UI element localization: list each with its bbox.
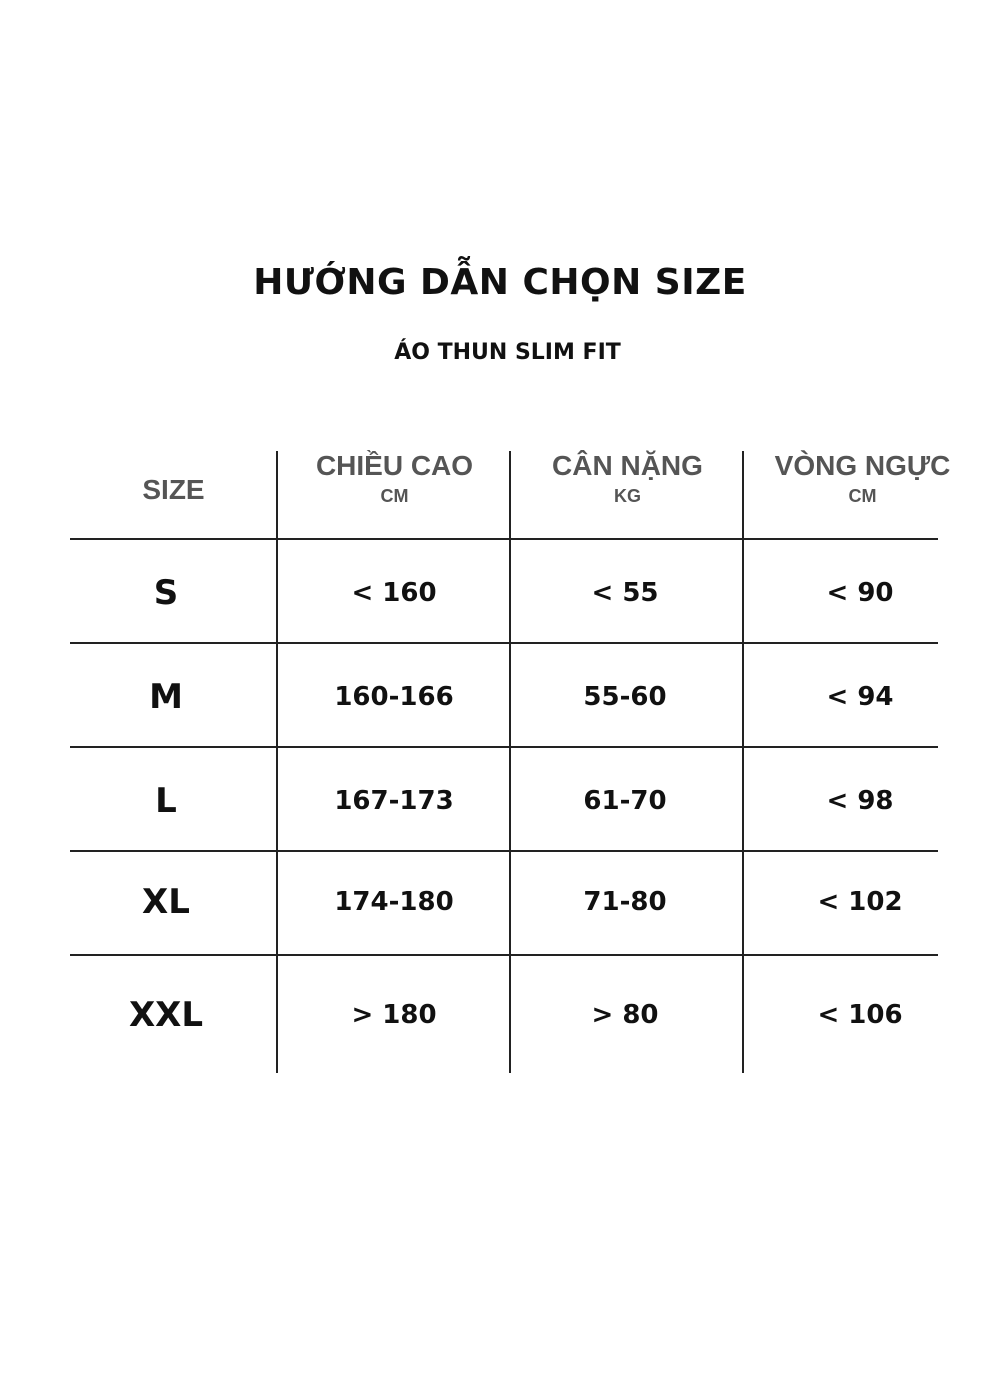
cell-size: XXL bbox=[128, 995, 204, 1035]
cell-weight: > 80 bbox=[591, 1000, 659, 1030]
cell-weight: 55-60 bbox=[583, 682, 667, 712]
row-divider bbox=[70, 850, 938, 852]
column-divider bbox=[742, 451, 744, 1073]
column-divider bbox=[509, 451, 511, 1073]
row-divider bbox=[70, 954, 938, 956]
cell-size: XL bbox=[142, 882, 190, 922]
header-height: CHIỀU CAO CM bbox=[279, 450, 510, 507]
header-unit: CM bbox=[848, 486, 877, 506]
row-divider bbox=[70, 538, 938, 540]
cell-height: > 180 bbox=[351, 1000, 437, 1030]
cell-height: 160-166 bbox=[334, 682, 454, 712]
header-unit: CM bbox=[380, 486, 409, 506]
row-divider bbox=[70, 746, 938, 748]
cell-weight: 71-80 bbox=[583, 887, 667, 917]
cell-height: 167-173 bbox=[334, 786, 454, 816]
cell-chest: < 106 bbox=[817, 1000, 903, 1030]
cell-chest: < 102 bbox=[817, 887, 903, 917]
header-size: SIZE bbox=[70, 474, 277, 506]
header-label: SIZE bbox=[142, 474, 205, 505]
header-weight: CÂN NẶNG KG bbox=[512, 450, 743, 507]
cell-weight: 61-70 bbox=[583, 786, 667, 816]
cell-size: L bbox=[155, 781, 177, 821]
cell-weight: < 55 bbox=[591, 578, 659, 608]
column-divider bbox=[276, 451, 278, 1073]
row-divider bbox=[70, 642, 938, 644]
header-label: VÒNG NGỰC bbox=[774, 450, 951, 481]
cell-height: < 160 bbox=[351, 578, 437, 608]
cell-chest: < 90 bbox=[826, 578, 894, 608]
header-chest: VÒNG NGỰC CM bbox=[745, 450, 980, 507]
cell-chest: < 98 bbox=[826, 786, 894, 816]
page-subtitle: ÁO THUN SLIM FIT bbox=[394, 340, 621, 365]
cell-size: M bbox=[149, 677, 183, 717]
cell-chest: < 94 bbox=[826, 682, 894, 712]
cell-size: S bbox=[153, 573, 179, 613]
page-title: HƯỚNG DẪN CHỌN SIZE bbox=[253, 262, 747, 303]
cell-height: 174-180 bbox=[334, 887, 454, 917]
header-unit: KG bbox=[614, 486, 641, 506]
header-label: CÂN NẶNG bbox=[552, 450, 703, 481]
header-label: CHIỀU CAO bbox=[315, 450, 474, 481]
